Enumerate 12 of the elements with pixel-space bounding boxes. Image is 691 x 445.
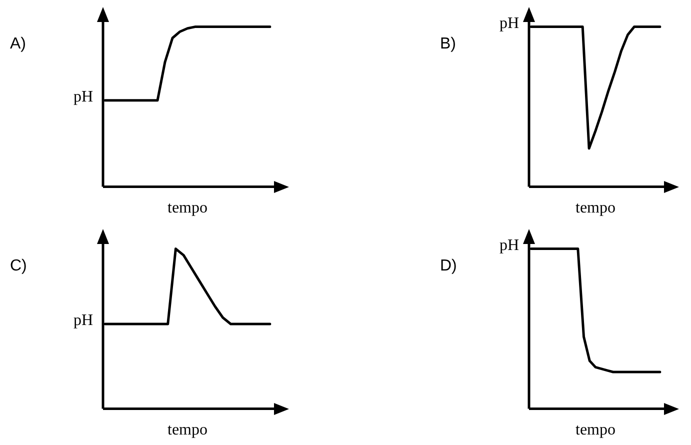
x-axis-title: tempo bbox=[576, 200, 616, 217]
text: A) bbox=[10, 35, 26, 52]
y-axis-title: pH bbox=[73, 312, 94, 330]
x-axis-title: tempo bbox=[576, 422, 616, 439]
y-axis-title: pH bbox=[73, 88, 94, 106]
x-axis-title: tempo bbox=[168, 200, 208, 217]
y-axis-title: pH bbox=[499, 15, 520, 32]
text: B) bbox=[440, 35, 456, 52]
text: C) bbox=[10, 257, 27, 274]
x-axis-title: tempo bbox=[168, 422, 208, 439]
text: D) bbox=[440, 257, 457, 274]
y-axis-title: pH bbox=[499, 237, 520, 254]
